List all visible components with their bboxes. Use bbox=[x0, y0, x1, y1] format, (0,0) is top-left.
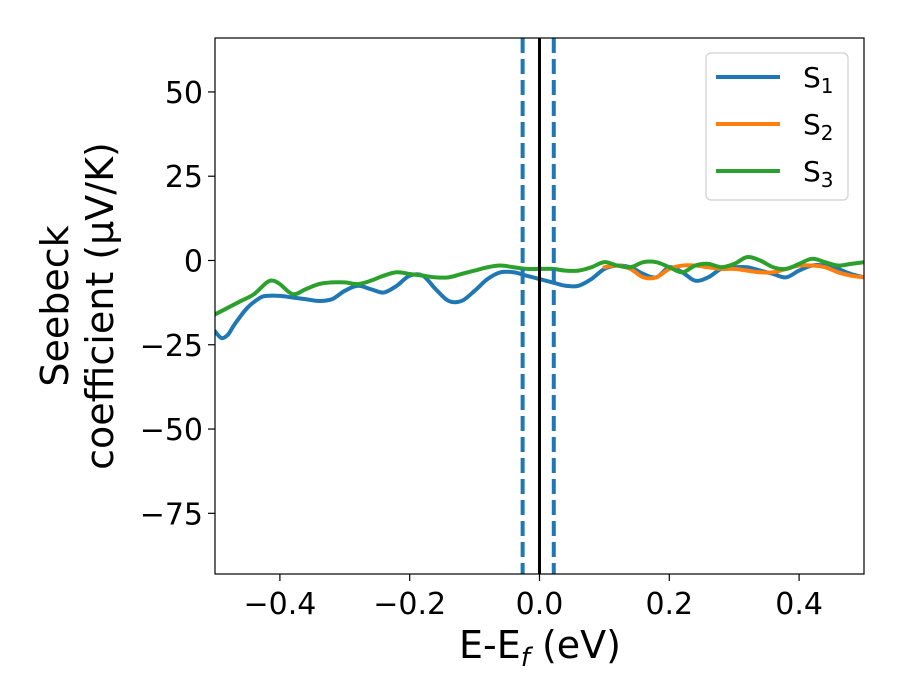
x-tick-label: 0.0 bbox=[516, 587, 564, 622]
legend-label-s2: S2 bbox=[803, 108, 834, 145]
y-tick-label: 0 bbox=[184, 244, 203, 279]
legend-label-s1: S1 bbox=[803, 61, 834, 98]
y-tick-label: −50 bbox=[140, 413, 203, 448]
y-axis-ticks: 50 25 0 −25 −50 −75 bbox=[140, 76, 215, 532]
y-tick-label: −75 bbox=[140, 497, 203, 532]
x-tick-label: −0.2 bbox=[373, 587, 446, 622]
y-axis-label-line2: coefficient (μV/K) bbox=[78, 142, 122, 470]
x-tick-label: 0.4 bbox=[775, 587, 823, 622]
x-tick-label: 0.2 bbox=[645, 587, 693, 622]
series-layer bbox=[215, 255, 864, 341]
vertical-lines-layer bbox=[520, 38, 556, 574]
x-axis-ticks: −0.4 −0.2 0.0 0.2 0.4 bbox=[243, 574, 823, 622]
y-tick-label: −25 bbox=[140, 329, 203, 364]
legend-label-s3: S3 bbox=[803, 155, 834, 192]
series-line-s2 bbox=[602, 263, 864, 281]
legend: S1 S2 S3 bbox=[705, 52, 849, 201]
x-tick-label: −0.4 bbox=[243, 587, 316, 622]
y-tick-label: 50 bbox=[165, 76, 203, 111]
series-line-s1 bbox=[215, 263, 864, 341]
x-axis-label: E-Ef (eV) bbox=[459, 623, 621, 673]
y-tick-label: 25 bbox=[165, 160, 203, 195]
series-line-s3 bbox=[215, 255, 864, 317]
y-axis-label-line1: Seebeck bbox=[33, 225, 77, 386]
legend-box bbox=[705, 52, 849, 201]
